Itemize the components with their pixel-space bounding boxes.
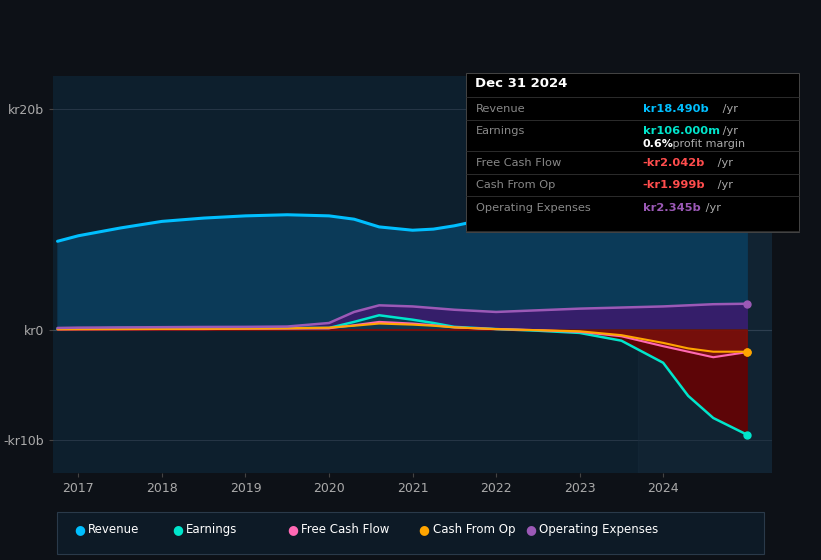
- Text: /yr: /yr: [719, 104, 738, 114]
- Text: Revenue: Revenue: [476, 104, 525, 114]
- Text: Dec 31 2024: Dec 31 2024: [475, 77, 567, 90]
- Text: /yr: /yr: [702, 203, 721, 213]
- Text: /yr: /yr: [714, 158, 733, 168]
- Text: ●: ●: [287, 522, 298, 536]
- Text: profit margin: profit margin: [669, 139, 745, 149]
- Text: ●: ●: [525, 522, 536, 536]
- Text: Cash From Op: Cash From Op: [476, 180, 556, 190]
- Text: Cash From Op: Cash From Op: [433, 522, 515, 536]
- Bar: [638, 76, 772, 473]
- Text: ●: ●: [172, 522, 183, 536]
- Text: Earnings: Earnings: [186, 522, 238, 536]
- Text: Earnings: Earnings: [476, 126, 525, 136]
- Text: Operating Expenses: Operating Expenses: [539, 522, 658, 536]
- Text: kr106.000m: kr106.000m: [643, 126, 720, 136]
- Text: 0.6%: 0.6%: [643, 139, 674, 149]
- Text: -kr2.042b: -kr2.042b: [643, 158, 705, 168]
- Text: ●: ●: [74, 522, 85, 536]
- Text: /yr: /yr: [719, 126, 738, 136]
- Text: Revenue: Revenue: [88, 522, 140, 536]
- Text: kr2.345b: kr2.345b: [643, 203, 700, 213]
- Text: Operating Expenses: Operating Expenses: [476, 203, 591, 213]
- Text: Free Cash Flow: Free Cash Flow: [476, 158, 562, 168]
- Text: -kr1.999b: -kr1.999b: [643, 180, 705, 190]
- Text: Free Cash Flow: Free Cash Flow: [301, 522, 390, 536]
- Text: ●: ●: [419, 522, 429, 536]
- Text: kr18.490b: kr18.490b: [643, 104, 709, 114]
- Text: /yr: /yr: [714, 180, 733, 190]
